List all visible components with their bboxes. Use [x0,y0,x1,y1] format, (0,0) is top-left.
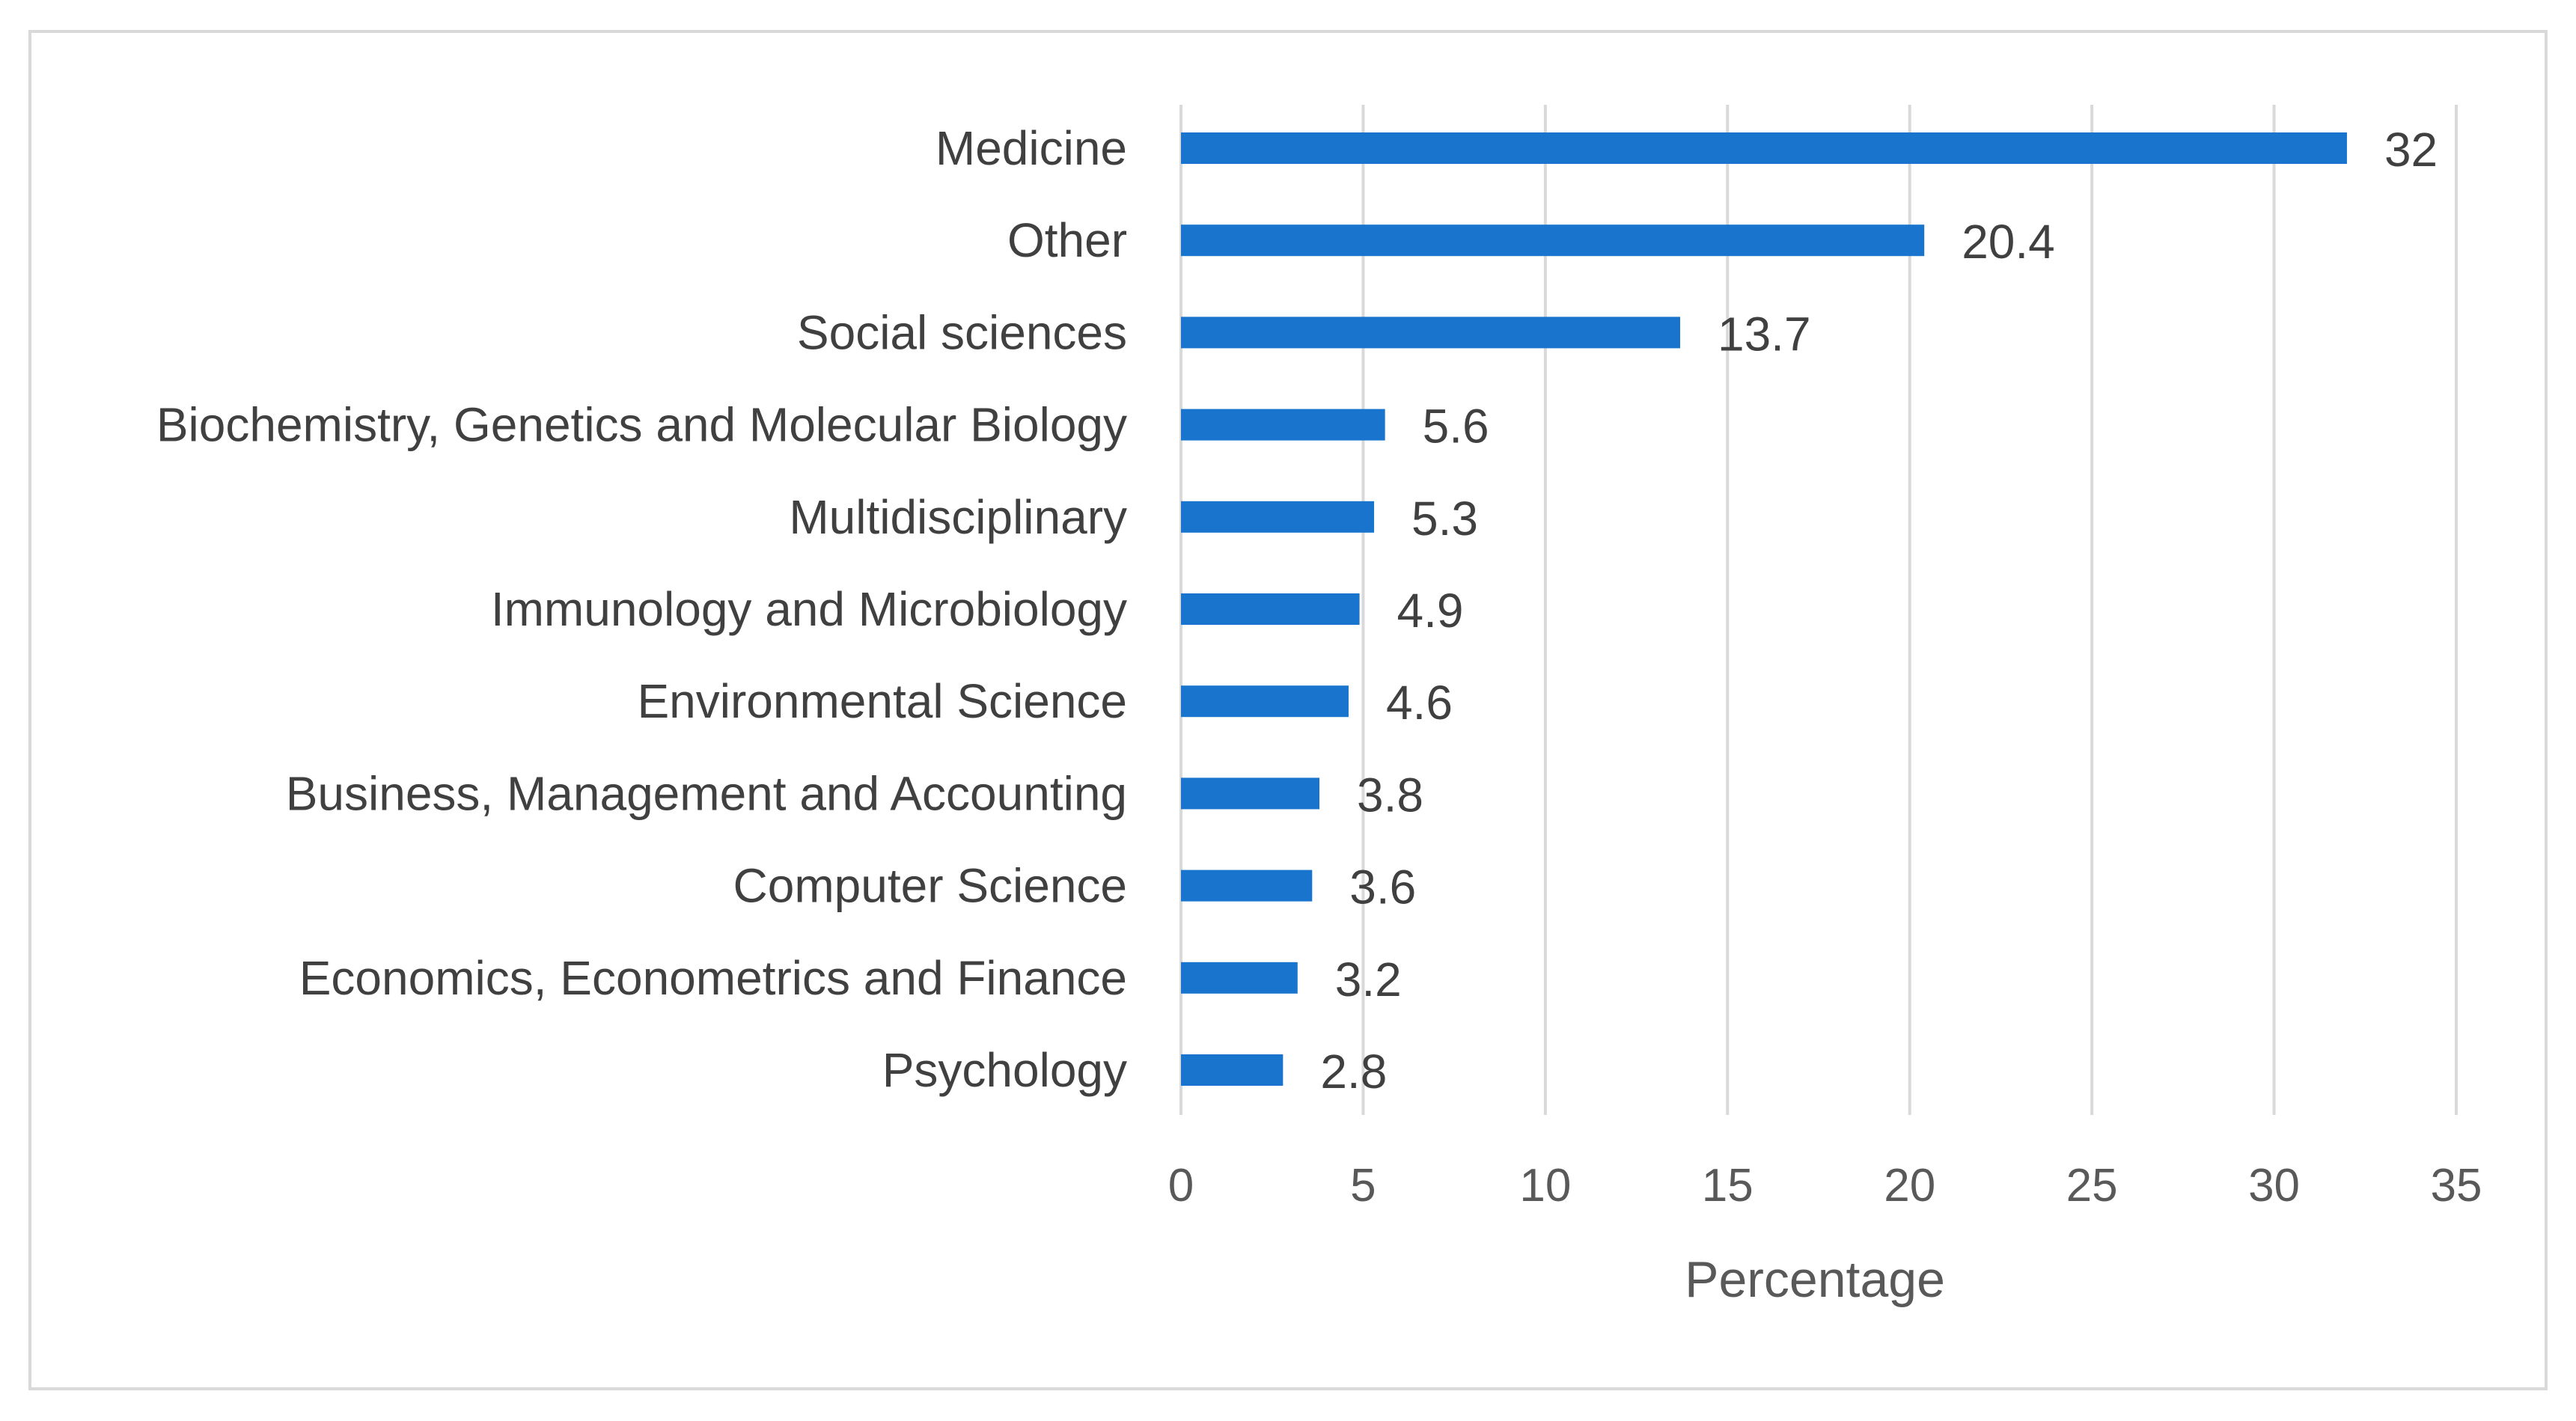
bar [1181,777,1320,810]
data-label: 3.6 [1349,861,1416,914]
x-axis-title: Percentage [1685,1251,1945,1308]
x-tick-label: 35 [2431,1160,2482,1211]
value-labels: 32 20.4 13.7 5.6 5.3 4.9 4.6 3.8 3.6 3.2 2.8 [1320,123,2438,1098]
x-tick-labels: 0 5 10 15 20 25 30 35 [1168,1160,2482,1211]
category-label: Business, Management and Accounting [286,766,1127,820]
bar [1181,1054,1284,1086]
category-label: Psychology [882,1043,1127,1097]
bar [1181,317,1680,349]
x-tick-label: 10 [1519,1160,1571,1211]
category-label: Immunology and Microbiology [491,582,1127,636]
category-label: Medicine [936,121,1127,175]
category-label: Biochemistry, Genetics and Molecular Bio… [156,398,1127,452]
bar [1181,132,2347,164]
x-tick-label: 0 [1168,1160,1194,1211]
bar [1181,501,1375,533]
category-label: Computer Science [733,859,1127,913]
data-label: 32 [2384,123,2438,177]
category-label: Economics, Econometrics and Finance [299,951,1127,1005]
x-tick-label: 25 [2066,1160,2118,1211]
x-tick-label: 20 [1884,1160,1935,1211]
data-label: 4.6 [1386,676,1453,730]
category-labels: Medicine Other Social sciences Biochemistry… [156,121,1127,1097]
category-label: Multidisciplinary [789,490,1127,544]
bar [1181,870,1313,902]
data-label: 4.9 [1397,584,1464,638]
data-label: 3.8 [1357,768,1423,822]
bar [1181,409,1385,441]
bar [1181,962,1298,994]
bar [1181,593,1360,625]
data-label: 2.8 [1320,1045,1387,1098]
x-tick-label: 30 [2248,1160,2300,1211]
data-label: 5.6 [1423,400,1489,453]
bar [1181,224,1925,257]
x-tick-label: 5 [1350,1160,1376,1211]
category-label: Other [1007,213,1127,267]
data-label: 20.4 [1962,215,2055,269]
category-label: Social sciences [797,305,1127,359]
category-label: Environmental Science [637,674,1127,728]
bar [1181,685,1349,718]
data-label: 3.2 [1335,953,1402,1006]
x-tick-label: 15 [1702,1160,1754,1211]
gridlines [1179,105,2458,1115]
data-label: 5.3 [1411,492,1478,546]
bars [1181,132,2347,1086]
data-label: 13.7 [1718,307,1811,361]
